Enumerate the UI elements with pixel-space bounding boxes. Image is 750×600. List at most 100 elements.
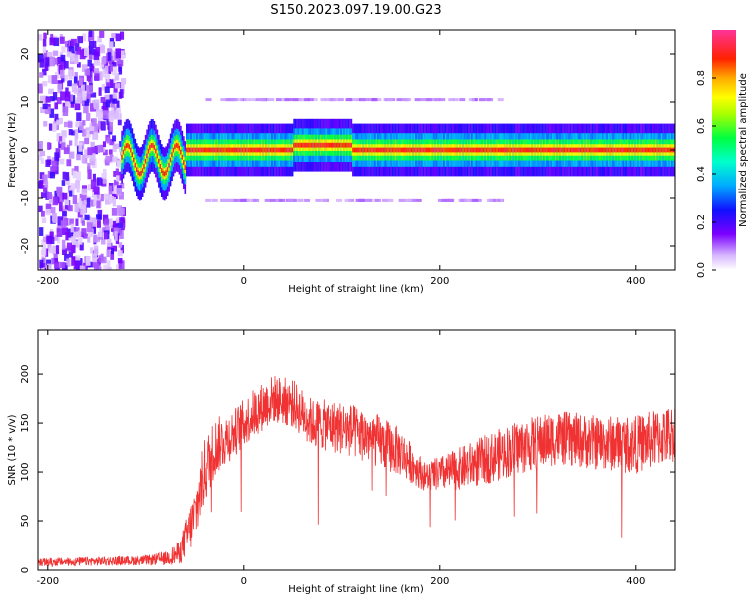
- heat-cell: [75, 255, 81, 261]
- heat-cell: [410, 147, 413, 153]
- heat-cell: [377, 147, 379, 153]
- heat-cell: [615, 147, 617, 153]
- heat-cell: [61, 46, 66, 53]
- heat-cell: [634, 147, 636, 153]
- heat-cell: [374, 147, 376, 153]
- heat-cell: [236, 98, 243, 102]
- heat-cell: [609, 147, 611, 153]
- heat-cell: [172, 147, 175, 153]
- heat-cell: [462, 147, 464, 153]
- heat-cell: [112, 66, 118, 76]
- heat-cell: [469, 147, 472, 153]
- x-tick-label: 400: [626, 576, 645, 587]
- heat-cell: [41, 267, 45, 270]
- heat-cell: [89, 151, 96, 162]
- heat-cell: [146, 153, 148, 159]
- heat-cell: [489, 198, 496, 202]
- heat-cell: [39, 179, 44, 189]
- heat-cell: [439, 98, 446, 102]
- heat-cell: [112, 245, 118, 252]
- heat-cell: [107, 124, 111, 130]
- heat-cell: [74, 165, 79, 172]
- heat-cell: [578, 147, 581, 153]
- heat-cell: [587, 147, 589, 153]
- heat-cell: [48, 123, 53, 131]
- heat-cell: [220, 98, 227, 102]
- heat-cell: [109, 64, 113, 72]
- heat-cell: [557, 147, 560, 153]
- heat-cell: [59, 69, 65, 79]
- heat-cell: [497, 147, 500, 153]
- heat-cell: [75, 218, 79, 226]
- heat-cell: [115, 168, 119, 177]
- heat-cell: [644, 147, 647, 153]
- heat-cell: [111, 224, 115, 232]
- heat-cell: [83, 262, 88, 270]
- heat-cell: [346, 142, 348, 148]
- heat-cell: [134, 162, 137, 168]
- heat-cell: [327, 142, 329, 148]
- heat-cell: [459, 147, 461, 153]
- heat-cell: [484, 147, 486, 153]
- heat-cell: [162, 170, 165, 176]
- heat-cell: [243, 147, 245, 153]
- heat-cell: [398, 198, 405, 202]
- heat-cell: [92, 40, 97, 49]
- heat-cell: [503, 147, 506, 153]
- heat-cell: [266, 147, 269, 153]
- heat-cell: [597, 147, 600, 153]
- heat-cell: [112, 98, 117, 104]
- heat-cell: [68, 129, 73, 136]
- heat-cell: [471, 147, 473, 153]
- heat-cell: [458, 198, 465, 202]
- heat-cell: [215, 147, 217, 153]
- heat-cell: [156, 153, 159, 159]
- heat-cell: [86, 130, 91, 138]
- heat-cell: [75, 99, 79, 109]
- heat-cell: [153, 145, 156, 150]
- heat-cell: [547, 147, 550, 153]
- heat-cell: [190, 147, 192, 153]
- heat-cell: [81, 228, 87, 236]
- heat-cell: [543, 147, 545, 153]
- heat-cell: [465, 147, 467, 153]
- heat-cell: [90, 179, 96, 190]
- heat-cell: [54, 235, 59, 241]
- heat-cell: [409, 147, 412, 153]
- heat-cell: [438, 147, 441, 153]
- heat-cell: [475, 198, 482, 202]
- heat-cell: [516, 147, 519, 153]
- heat-cell: [591, 147, 594, 153]
- heat-cell: [256, 147, 259, 153]
- heat-cell: [399, 147, 401, 153]
- heat-cell: [81, 220, 85, 226]
- heat-cell: [46, 52, 53, 59]
- heat-cell: [117, 227, 122, 234]
- heat-cell: [45, 203, 52, 214]
- heat-cell: [331, 142, 334, 148]
- heat-cell: [309, 142, 312, 148]
- heat-cell: [120, 244, 125, 254]
- heat-cell: [67, 228, 74, 238]
- heat-cell: [49, 96, 55, 102]
- heat-cell: [531, 147, 534, 153]
- heat-cell: [159, 163, 162, 169]
- heat-cell: [54, 152, 60, 162]
- heat-cell: [65, 232, 69, 241]
- heat-cell: [118, 208, 125, 215]
- heat-cell: [640, 147, 642, 153]
- heat-cell: [144, 158, 147, 164]
- heat-cell: [87, 59, 92, 67]
- heat-cell: [321, 142, 323, 148]
- heat-cell: [227, 147, 229, 153]
- heat-cell: [64, 40, 70, 48]
- x-tick-label: 0: [241, 276, 247, 287]
- heat-cell: [346, 98, 353, 102]
- heat-cell: [84, 214, 90, 220]
- heat-cell: [90, 92, 97, 98]
- heat-cell: [528, 147, 531, 153]
- heat-cell: [107, 48, 113, 56]
- heat-cell: [237, 147, 240, 153]
- heat-cell: [432, 98, 439, 102]
- heat-cell: [532, 147, 535, 153]
